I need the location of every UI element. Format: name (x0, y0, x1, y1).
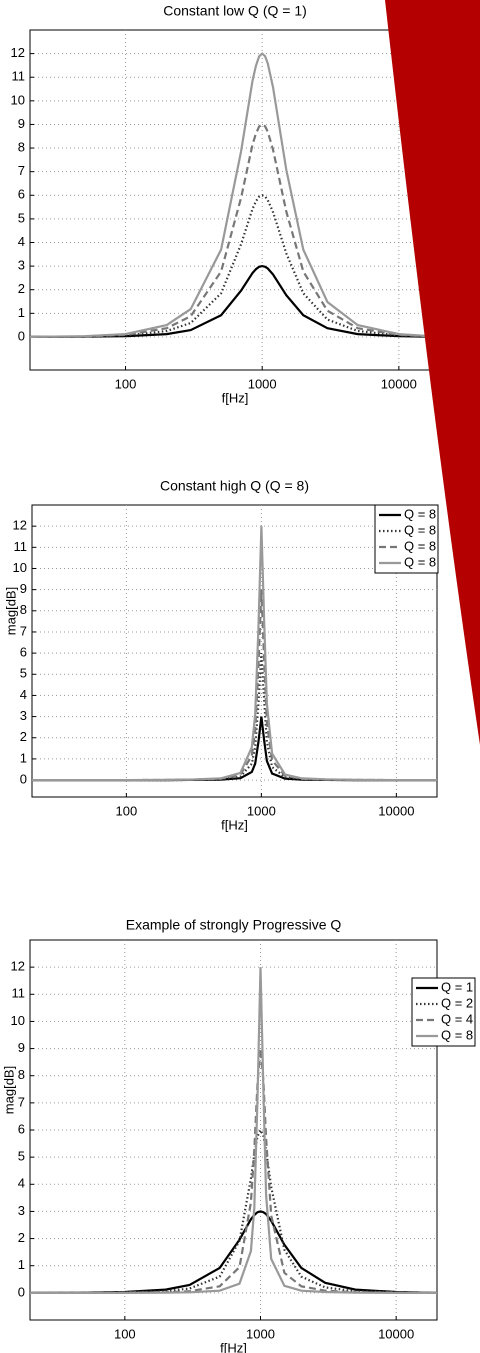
y-tick-label: 9 (20, 581, 27, 596)
y-tick-label: 2 (20, 729, 27, 744)
series-line (29, 123, 441, 338)
y-tick-label: 0 (20, 772, 27, 787)
y-tick-label: 3 (20, 708, 27, 723)
x-tick-label: 1000 (247, 803, 276, 818)
legend-label: Q = 8 (441, 1027, 473, 1042)
x-tick-label: 100 (116, 803, 138, 818)
y-tick-label: 6 (20, 645, 27, 660)
y-tick-label: 8 (18, 139, 25, 154)
y-tick-label: 0 (18, 328, 25, 343)
chart-title: Constant low Q (Q = 1) (163, 3, 307, 19)
legend-box (374, 504, 439, 574)
y-tick-label: 10 (13, 560, 27, 575)
x-tick-label: 10000 (378, 803, 414, 818)
x-tick-label: 10000 (381, 376, 417, 391)
chart-title: Example of strongly Progressive Q (126, 917, 342, 933)
series-line (30, 967, 437, 1294)
y-tick-label: 5 (18, 210, 25, 225)
y-axis-label: mag[dB] (1, 1066, 16, 1114)
x-axis-label: f[Hz] (221, 817, 248, 832)
y-tick-label: 10 (11, 92, 25, 107)
y-tick-label: 2 (18, 281, 25, 296)
y-tick-label: 1 (20, 750, 27, 765)
plot-frame (29, 29, 441, 371)
y-tick-label: 0 (18, 1284, 25, 1299)
y-tick-label: 7 (20, 623, 27, 638)
y-tick-label: 12 (11, 959, 25, 974)
series-line (29, 52, 441, 338)
x-axis-label: f[Hz] (222, 390, 249, 405)
y-tick-label: 9 (18, 1040, 25, 1055)
y-tick-label: 6 (18, 187, 25, 202)
y-tick-label: 4 (18, 234, 25, 249)
legend-label: Q = 8 (404, 538, 436, 553)
y-tick-label: 11 (14, 539, 28, 554)
legend-label: Q = 2 (441, 995, 473, 1010)
x-tick-label: 100 (115, 376, 137, 391)
x-axis-label: f[Hz] (220, 1340, 247, 1353)
y-tick-label: 8 (18, 1067, 25, 1082)
y-tick-label: 4 (20, 687, 27, 702)
y-tick-label: 12 (13, 518, 27, 533)
y-tick-label: 3 (18, 258, 25, 273)
plot-frame (31, 504, 438, 798)
y-tick-label: 6 (18, 1121, 25, 1136)
legend-label: Q = 8 (404, 522, 436, 537)
legend-label: Q = 8 (404, 506, 436, 521)
series-line (29, 264, 441, 338)
legend-label: Q = 1 (441, 979, 473, 994)
x-tick-label: 100 (114, 1326, 136, 1341)
y-tick-label: 4 (18, 1176, 25, 1191)
legend-label: Q = 4 (441, 1011, 473, 1026)
y-tick-label: 12 (11, 45, 25, 60)
x-tick-label: 10000 (378, 1326, 414, 1341)
y-tick-label: 11 (12, 986, 26, 1001)
y-tick-label: 11 (12, 69, 26, 84)
y-tick-label: 5 (18, 1149, 25, 1164)
chart-title: Constant high Q (Q = 8) (160, 478, 309, 494)
legend-box (411, 977, 476, 1047)
series-line (29, 194, 441, 338)
x-tick-label: 1000 (246, 1326, 275, 1341)
series-line (29, 1210, 438, 1294)
y-tick-label: 10 (11, 1013, 25, 1028)
y-tick-label: 1 (18, 1257, 25, 1272)
series-line (32, 526, 437, 782)
plot-frame (29, 939, 438, 1321)
y-tick-label: 8 (20, 602, 27, 617)
x-tick-label: 1000 (248, 376, 277, 391)
y-tick-label: 1 (18, 305, 25, 320)
y-tick-label: 3 (18, 1203, 25, 1218)
y-tick-label: 9 (18, 116, 25, 131)
y-tick-label: 7 (18, 163, 25, 178)
charts: Constant low Q (Q = 1)012345678910111210… (1, 3, 476, 1353)
legend-label: Q = 8 (404, 554, 436, 569)
y-tick-label: 7 (18, 1094, 25, 1109)
y-axis-label: mag[dB] (3, 587, 18, 635)
red-overlay (385, 0, 480, 745)
y-tick-label: 2 (18, 1230, 25, 1245)
y-tick-label: 5 (20, 666, 27, 681)
